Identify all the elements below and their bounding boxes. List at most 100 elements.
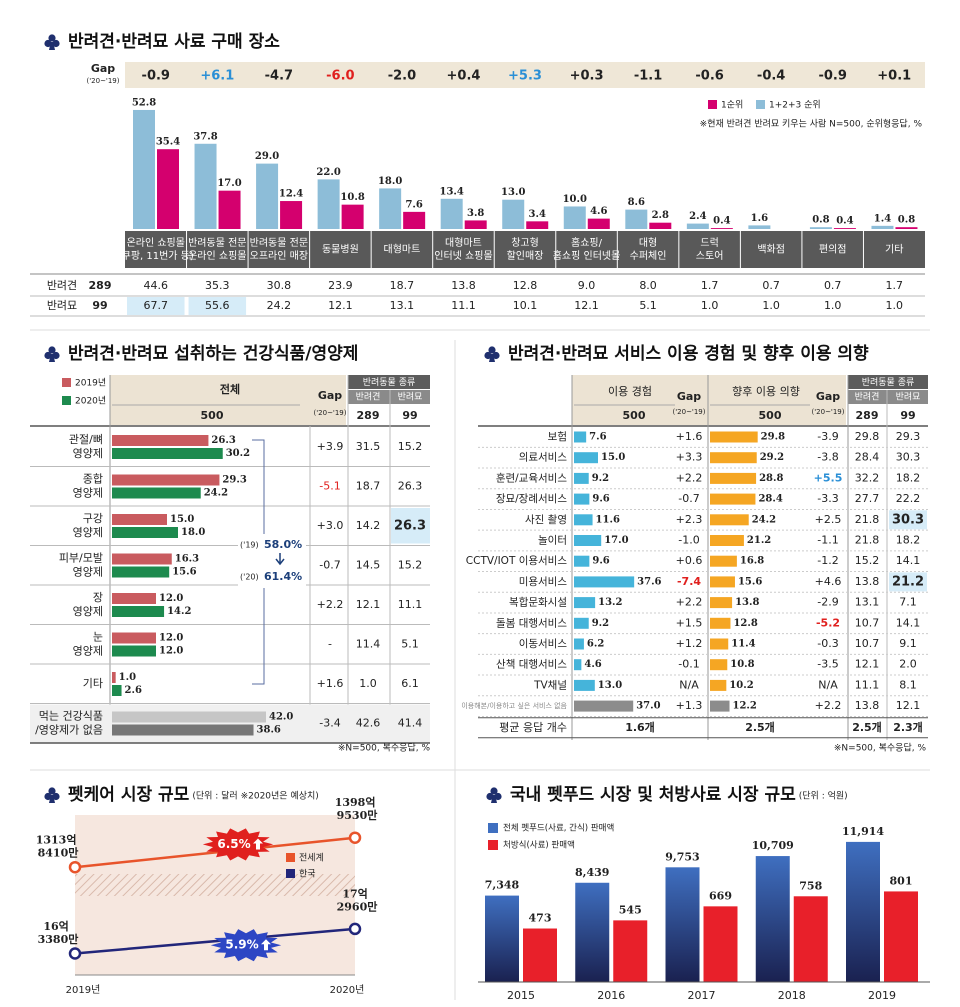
table-cell: +2.2	[317, 598, 344, 611]
value-label: 29.0	[255, 151, 279, 162]
column-label: 반려묘	[398, 392, 423, 403]
gap-label: -1.1	[634, 69, 662, 84]
header-sub: ('20~'19)	[812, 408, 845, 416]
bar	[710, 514, 749, 526]
gap-cell: N/A	[679, 678, 699, 691]
table-cell: -3.4	[319, 716, 340, 729]
value-label: 2.4	[689, 211, 706, 222]
table-cell: 35.3	[205, 279, 230, 292]
category-label: 먹는 건강식품	[39, 709, 103, 722]
bar	[703, 906, 738, 982]
table-cell: +3.9	[317, 440, 344, 453]
point	[68, 947, 82, 960]
value-label: 13.0	[501, 187, 525, 198]
gap-label: +0.1	[877, 69, 911, 84]
value-label: 16.3	[175, 554, 199, 565]
table-cell: 30.8	[267, 279, 292, 292]
header-label: 전체	[220, 382, 240, 396]
category-label: 종합	[83, 472, 103, 485]
header-bg	[110, 375, 346, 425]
value-label: 18.0	[378, 176, 402, 187]
value-label: 15.0	[170, 514, 194, 525]
value-label: 9.2	[592, 618, 609, 629]
gap-cell: -1.1	[817, 534, 838, 547]
x-tick-label: 2016	[597, 989, 625, 1002]
table-cell: 12.1	[896, 699, 921, 712]
table-cell: 18.7	[356, 479, 381, 492]
club-leaf	[52, 39, 60, 48]
value-label: 10.8	[730, 659, 754, 670]
table-cell: 26.3	[394, 518, 426, 533]
table-cell: 13.8	[855, 699, 880, 712]
bar	[574, 576, 635, 588]
club-stem	[491, 795, 497, 803]
column-label: 반려견	[356, 391, 381, 403]
header-bg	[572, 375, 846, 425]
point	[348, 831, 362, 844]
bar	[574, 472, 589, 484]
value-label: 35.4	[156, 137, 180, 148]
bar	[485, 895, 519, 982]
value-label: 1398억 9530만	[335, 796, 380, 822]
bar	[574, 514, 593, 526]
bar	[710, 638, 729, 650]
table-cell: 67.7	[144, 299, 169, 312]
value-label: 12.0	[159, 633, 183, 644]
section-title: 반려견·반려묘 사료 구매 장소	[68, 32, 280, 52]
header-n: 500	[759, 409, 782, 422]
category-label: (쿠팡, 11번가 등)	[118, 250, 194, 262]
bar	[871, 225, 894, 229]
row-label: 반려견	[47, 279, 77, 292]
value-label: 7.6	[405, 199, 422, 210]
table-cell: 21.8	[855, 534, 880, 547]
gap-cell: -0.7	[678, 492, 699, 505]
value-label: 16.8	[740, 556, 764, 567]
gap-cell: -3.8	[817, 451, 838, 464]
club-leaf	[488, 346, 496, 354]
bar	[112, 672, 116, 683]
average-label: 평균 응답 개수	[499, 721, 567, 734]
table-cell: 15.2	[398, 440, 423, 453]
value-label: 473	[529, 912, 552, 925]
value-label: 801	[890, 874, 913, 887]
value-label: 21.2	[747, 535, 771, 546]
bar	[112, 685, 122, 696]
legend-swatch	[756, 100, 765, 109]
value-label: 28.8	[759, 473, 783, 484]
category-label: 눈	[93, 630, 103, 643]
table-cell: 6.1	[401, 677, 419, 690]
value-label: 4.6	[584, 659, 601, 670]
bar	[575, 882, 610, 982]
section-title: 펫케어 시장 규모	[68, 785, 190, 805]
category-label: 영양제	[73, 486, 103, 499]
bar	[649, 222, 672, 229]
table-cell: 41.4	[398, 716, 423, 729]
value-label: 10.2	[729, 680, 753, 691]
table-cell: +3.0	[317, 519, 344, 532]
table-cell: 1.0	[762, 299, 780, 312]
table-cell: 18.2	[896, 471, 921, 484]
legend-swatch	[488, 823, 498, 833]
value-label: 11.4	[731, 639, 755, 650]
column-label: 반려견	[855, 391, 880, 403]
gap-label: -4.7	[265, 69, 293, 84]
value-label: 12.0	[159, 593, 183, 604]
table-cell: 11.1	[398, 598, 423, 611]
category-label: 놀이터	[538, 535, 567, 547]
category-label: 홈쇼핑/	[571, 236, 603, 249]
table-cell: 14.5	[356, 558, 381, 571]
value-label: 8,439	[575, 866, 609, 879]
bar	[112, 645, 156, 657]
table-cell: 30.3	[896, 451, 921, 464]
bar	[710, 431, 758, 443]
category-header	[125, 231, 925, 268]
bar	[710, 617, 731, 629]
value-label: 13.2	[598, 597, 622, 608]
value-label: 0.8	[898, 215, 915, 226]
bar	[574, 659, 582, 671]
category-label: 장묘/장례서비스	[496, 493, 567, 505]
value-label: 669	[709, 889, 732, 902]
value-label: 2.6	[125, 685, 142, 696]
table-cell: 2.0	[899, 658, 917, 671]
table-cell: 32.2	[855, 471, 880, 484]
